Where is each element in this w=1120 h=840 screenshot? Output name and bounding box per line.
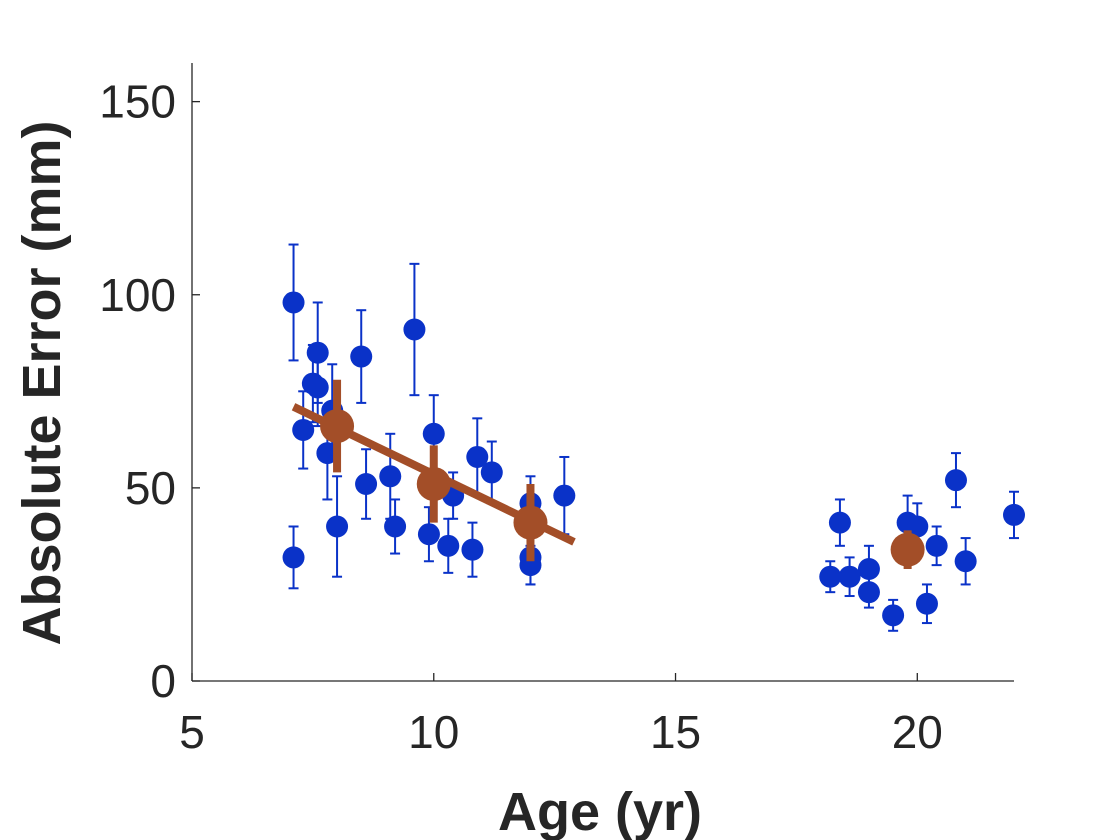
y-axis-title: Absolute Error (mm) <box>12 120 72 645</box>
data-point <box>292 418 315 441</box>
data-point <box>379 465 402 488</box>
group-mean-point <box>416 467 451 502</box>
data-point <box>819 565 842 588</box>
y-tick-label: 100 <box>99 269 176 321</box>
group-mean-point <box>890 532 925 567</box>
x-tick-label: 20 <box>892 706 943 758</box>
y-tick-label: 150 <box>99 76 176 128</box>
x-tick-label: 5 <box>179 706 205 758</box>
data-point <box>306 376 329 399</box>
data-point <box>838 565 861 588</box>
data-point <box>350 345 373 368</box>
data-point <box>355 473 378 496</box>
data-point <box>925 534 948 557</box>
group-mean-point <box>513 505 548 540</box>
x-tick-label: 15 <box>650 706 701 758</box>
data-point <box>282 546 305 569</box>
x-axis-title: Age (yr) <box>498 782 702 840</box>
data-point <box>466 445 489 468</box>
data-point <box>326 515 349 538</box>
y-tick-label: 50 <box>125 462 176 514</box>
data-point <box>282 291 305 314</box>
data-point <box>828 511 851 534</box>
data-point <box>954 550 977 573</box>
axes: 0 50 100 150 5 10 15 20 <box>99 63 1014 758</box>
data-point <box>857 557 880 580</box>
x-tick-label: 10 <box>408 706 459 758</box>
data-point <box>403 318 426 341</box>
plot-area <box>282 243 1025 632</box>
data-point <box>519 554 542 577</box>
data-point <box>857 581 880 604</box>
data-point <box>384 515 407 538</box>
data-point <box>944 469 967 492</box>
data-point <box>422 422 445 445</box>
data-point <box>417 523 440 546</box>
data-point <box>553 484 576 507</box>
data-point <box>906 515 929 538</box>
y-tick-label: 0 <box>150 655 176 707</box>
data-point <box>1003 503 1025 526</box>
data-point <box>915 592 938 615</box>
data-point <box>461 538 484 561</box>
data-point <box>882 604 905 627</box>
data-point <box>437 534 460 557</box>
group-mean-point <box>320 409 355 444</box>
data-point <box>480 461 503 484</box>
